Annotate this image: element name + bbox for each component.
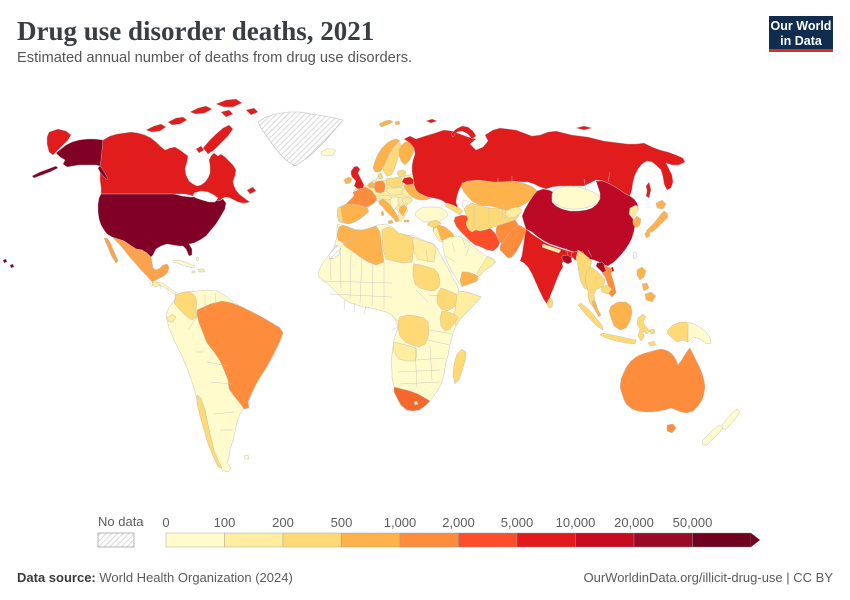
svg-text:100: 100 <box>214 515 236 530</box>
svg-text:2,000: 2,000 <box>442 515 475 530</box>
svg-text:1,000: 1,000 <box>384 515 417 530</box>
svg-text:20,000: 20,000 <box>614 515 654 530</box>
svg-text:500: 500 <box>331 515 353 530</box>
svg-text:200: 200 <box>272 515 294 530</box>
svg-text:50,000: 50,000 <box>673 515 713 530</box>
svg-text:10,000: 10,000 <box>556 515 596 530</box>
svg-text:0: 0 <box>162 515 169 530</box>
svg-text:5,000: 5,000 <box>501 515 534 530</box>
